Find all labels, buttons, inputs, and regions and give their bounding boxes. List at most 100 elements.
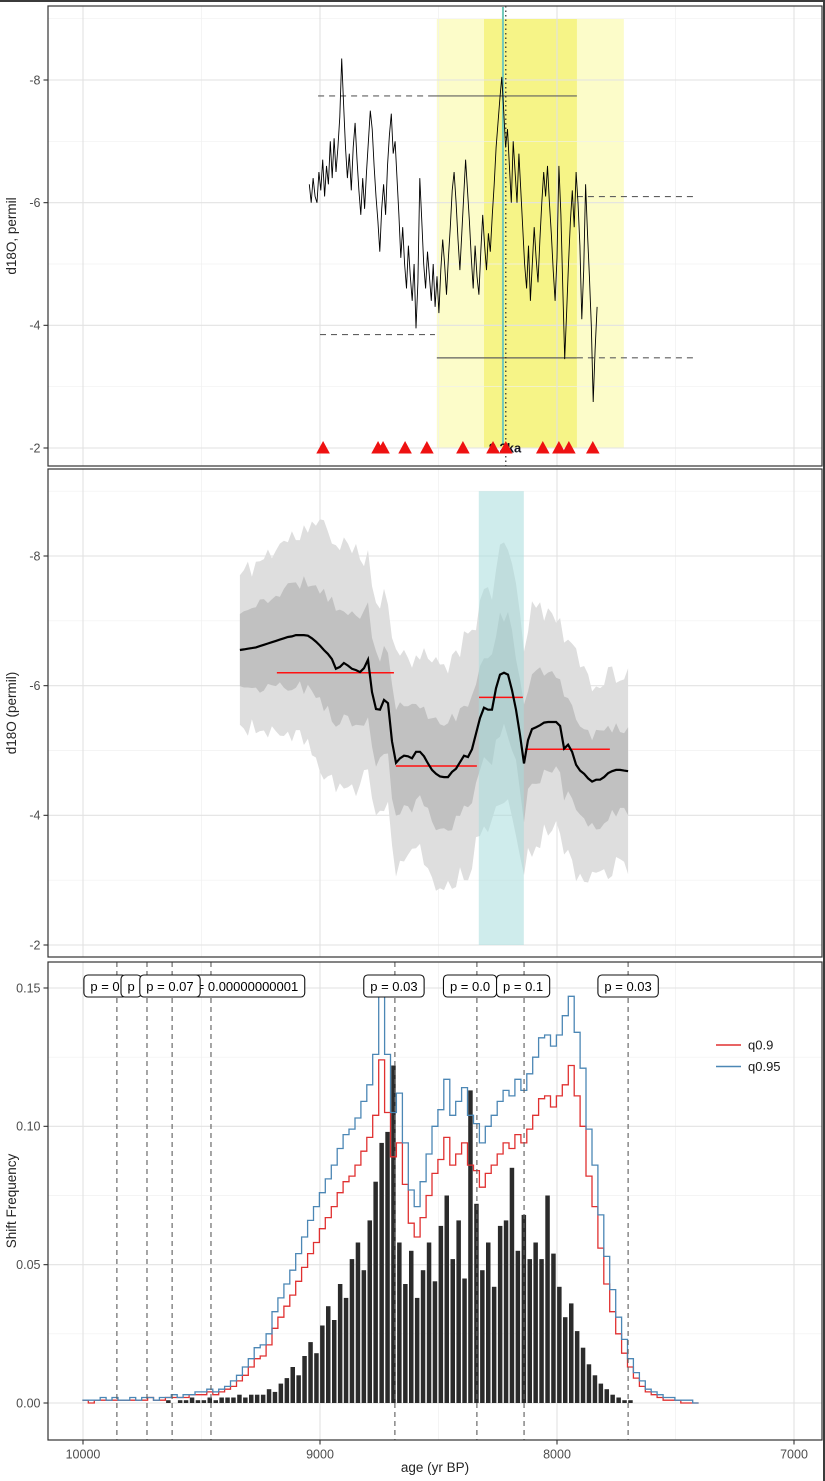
panel2-smoothed-d18O: -8 -6 -4 -2 [29,468,823,958]
legend-label-q0.95: q0.95 [748,1059,781,1074]
histogram-bar [254,1394,260,1403]
histogram-bar [616,1397,621,1403]
histogram-bar [456,1220,461,1403]
y-tick-label: 0.05 [16,1258,40,1272]
histogram-bar [414,1297,420,1403]
y-tick-label: -4 [29,319,40,333]
p-value-label: p = 0.07 [146,979,193,994]
histogram-bar [486,1242,491,1403]
histogram-bar [177,1400,183,1403]
histogram-bar [237,1394,242,1403]
p-value-label-box [139,974,201,998]
p-value-label: p = 0.1 [503,979,543,994]
p-value-label-box [363,974,425,998]
quantile-step-line-q0.95 [82,992,699,1404]
d18O-series-line [308,58,598,403]
legend: q0.9 q0.95 [748,1038,781,1075]
histogram-bar [225,1397,230,1403]
histogram-bar [284,1378,290,1403]
histogram-bar [243,1397,248,1403]
shift-point-triangle [562,440,576,454]
histogram-bar [231,1397,236,1403]
p-value-label-box [495,974,551,998]
histogram-bar [462,1278,467,1403]
histogram-bar [373,1181,378,1403]
p-value-label-box [597,974,659,998]
shift-point-triangle [398,440,412,454]
p-value-label: p = 0.0 [450,979,490,994]
x-axis-title: age (yr BP) [401,1460,469,1475]
shift-point-triangle [552,440,566,454]
histogram-bar [480,1270,485,1403]
histogram-bar [539,1259,544,1403]
histogram-bar [166,1400,171,1403]
histogram-bar [195,1400,201,1403]
histogram-bar [545,1195,550,1403]
histogram-bar [332,1320,337,1403]
p-value-label: p = 0.03 [370,979,417,994]
p-value-label: p = 0 [90,979,119,994]
histogram-bar [497,1225,503,1403]
shift-point-triangle [456,440,470,454]
histogram-bar [337,1284,343,1403]
histogram-bar [604,1389,609,1403]
histogram-bar [592,1375,598,1403]
histogram-bar [491,1286,497,1403]
histogram-bar [290,1367,295,1403]
p-value-label: p = 0.00000000001 [186,979,298,994]
histogram-bar [468,1090,473,1403]
window-border-top [0,0,825,2]
histogram-bar [622,1400,627,1403]
panel-border [47,468,823,958]
histogram-bar [296,1375,301,1403]
y-tick-label: -6 [29,196,40,210]
histogram-bar [551,1253,556,1403]
histogram-bar [272,1391,278,1403]
histogram-bar [409,1250,414,1403]
panel-border [47,5,823,467]
histogram-bar [278,1383,284,1403]
histogram-bar [557,1286,562,1403]
histogram-bar [438,1225,444,1403]
histogram-bar [527,1259,532,1403]
histogram-bar [201,1400,207,1403]
y-tick-label: 0.10 [16,1120,40,1134]
histogram-bar [563,1317,568,1403]
histogram-bar [628,1400,633,1403]
histogram-bar [385,1131,390,1403]
histogram-bar [598,1383,604,1403]
histogram-bar [432,1281,438,1403]
x-tick-label: 10000 [66,1448,101,1462]
histogram-bar [355,1242,361,1403]
panel3-shift-frequency: p = 0.00000000001 p = 0.0 p = 0 p p = 0.07 p … [16,961,823,1462]
panel3-y-axis-title: Shift Frequency [4,1153,19,1248]
shift-point-triangle [420,440,434,454]
x-tick-label: 7000 [780,1448,808,1462]
histogram-bar [444,1195,449,1403]
y-tick-label: -6 [29,679,40,693]
histogram-bar [183,1400,189,1403]
shift-point-triangle [535,440,550,454]
histogram-bar [343,1297,349,1403]
x-tick-label: 8000 [543,1448,571,1462]
histogram-bar [397,1242,402,1403]
panel-border [47,961,823,1441]
histogram-bar [391,1065,396,1403]
y-tick-label: 0.00 [16,1396,40,1410]
legend-label-q0.9: q0.9 [748,1038,773,1053]
histogram-bar [189,1397,195,1403]
histogram-bar [379,1142,384,1403]
histogram-bar [474,1203,479,1403]
y-tick-label: -4 [29,809,40,823]
y-tick-label: -8 [29,73,40,87]
histogram-bar [320,1325,325,1403]
y-tick-label: -8 [29,549,40,563]
shift-point-triangle [585,440,600,454]
smoothed-d18O-line [239,634,629,783]
histogram-bar [207,1397,212,1403]
histogram-bar [219,1397,224,1403]
histogram-bar [260,1394,266,1403]
histogram-bar [349,1259,355,1403]
histogram-bar [515,1250,521,1403]
histogram-bar [403,1284,408,1403]
